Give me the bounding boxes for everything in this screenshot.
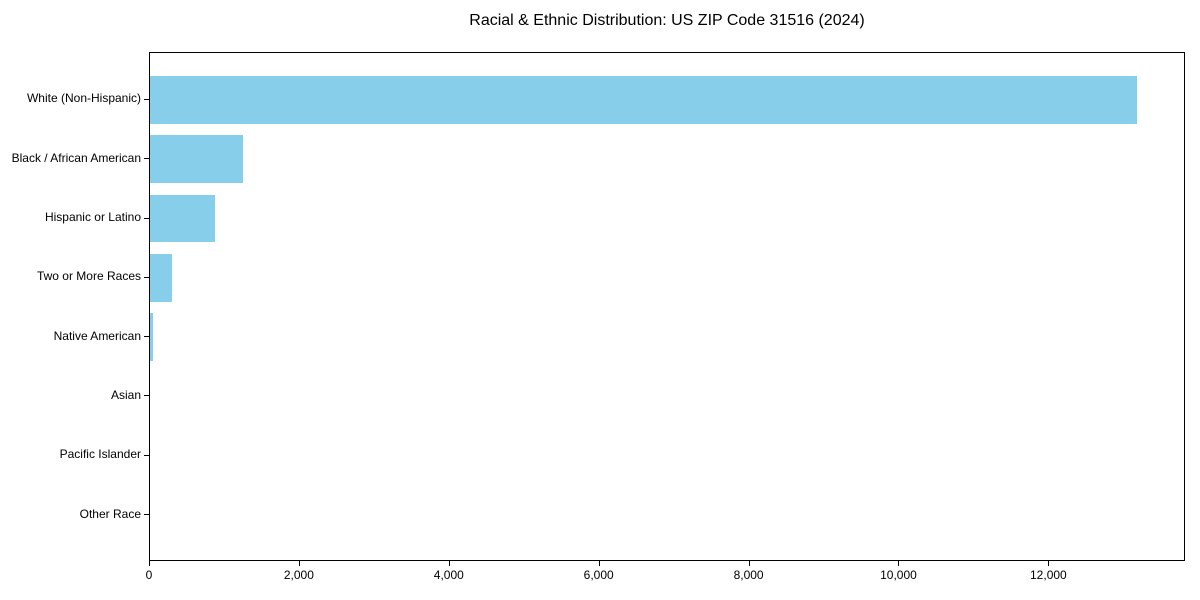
y-tick-label: Other Race	[79, 506, 141, 521]
bar	[150, 76, 1137, 124]
plot-area	[149, 52, 1185, 561]
y-tick-mark	[144, 217, 149, 219]
y-tick-label: Asian	[110, 387, 141, 402]
bar	[150, 254, 173, 302]
y-tick-mark	[144, 276, 149, 278]
x-tick-label: 10,000	[880, 568, 917, 582]
y-tick-label: White (Non-Hispanic)	[26, 91, 141, 106]
y-tick-mark	[144, 158, 149, 160]
x-tick-mark	[1048, 561, 1050, 566]
x-tick-label: 8,000	[733, 568, 764, 582]
x-tick-mark	[298, 561, 300, 566]
bar	[150, 313, 154, 361]
y-tick-label: Black / African American	[11, 150, 141, 165]
y-tick-mark	[144, 336, 149, 338]
x-tick-label: 2,000	[283, 568, 314, 582]
y-tick-mark	[144, 454, 149, 456]
y-tick-label: Pacific Islander	[59, 447, 141, 462]
x-tick-mark	[149, 561, 150, 566]
y-tick-mark	[144, 514, 149, 516]
x-tick-mark	[598, 561, 600, 566]
bar	[150, 135, 243, 183]
x-tick-mark	[748, 561, 750, 566]
x-tick-label: 12,000	[1030, 568, 1067, 582]
x-tick-label: 4,000	[433, 568, 464, 582]
chart-title: Racial & Ethnic Distribution: US ZIP Cod…	[469, 12, 865, 29]
y-tick-mark	[144, 395, 149, 397]
y-tick-label: Native American	[53, 328, 141, 343]
x-tick-label: 6,000	[583, 568, 614, 582]
x-tick-mark	[448, 561, 450, 566]
y-tick-label: Two or More Races	[36, 269, 141, 284]
y-tick-mark	[144, 98, 149, 100]
y-tick-label: Hispanic or Latino	[44, 210, 141, 224]
bar	[150, 194, 215, 243]
x-tick-label: 0	[145, 568, 153, 582]
x-tick-mark	[898, 561, 900, 566]
